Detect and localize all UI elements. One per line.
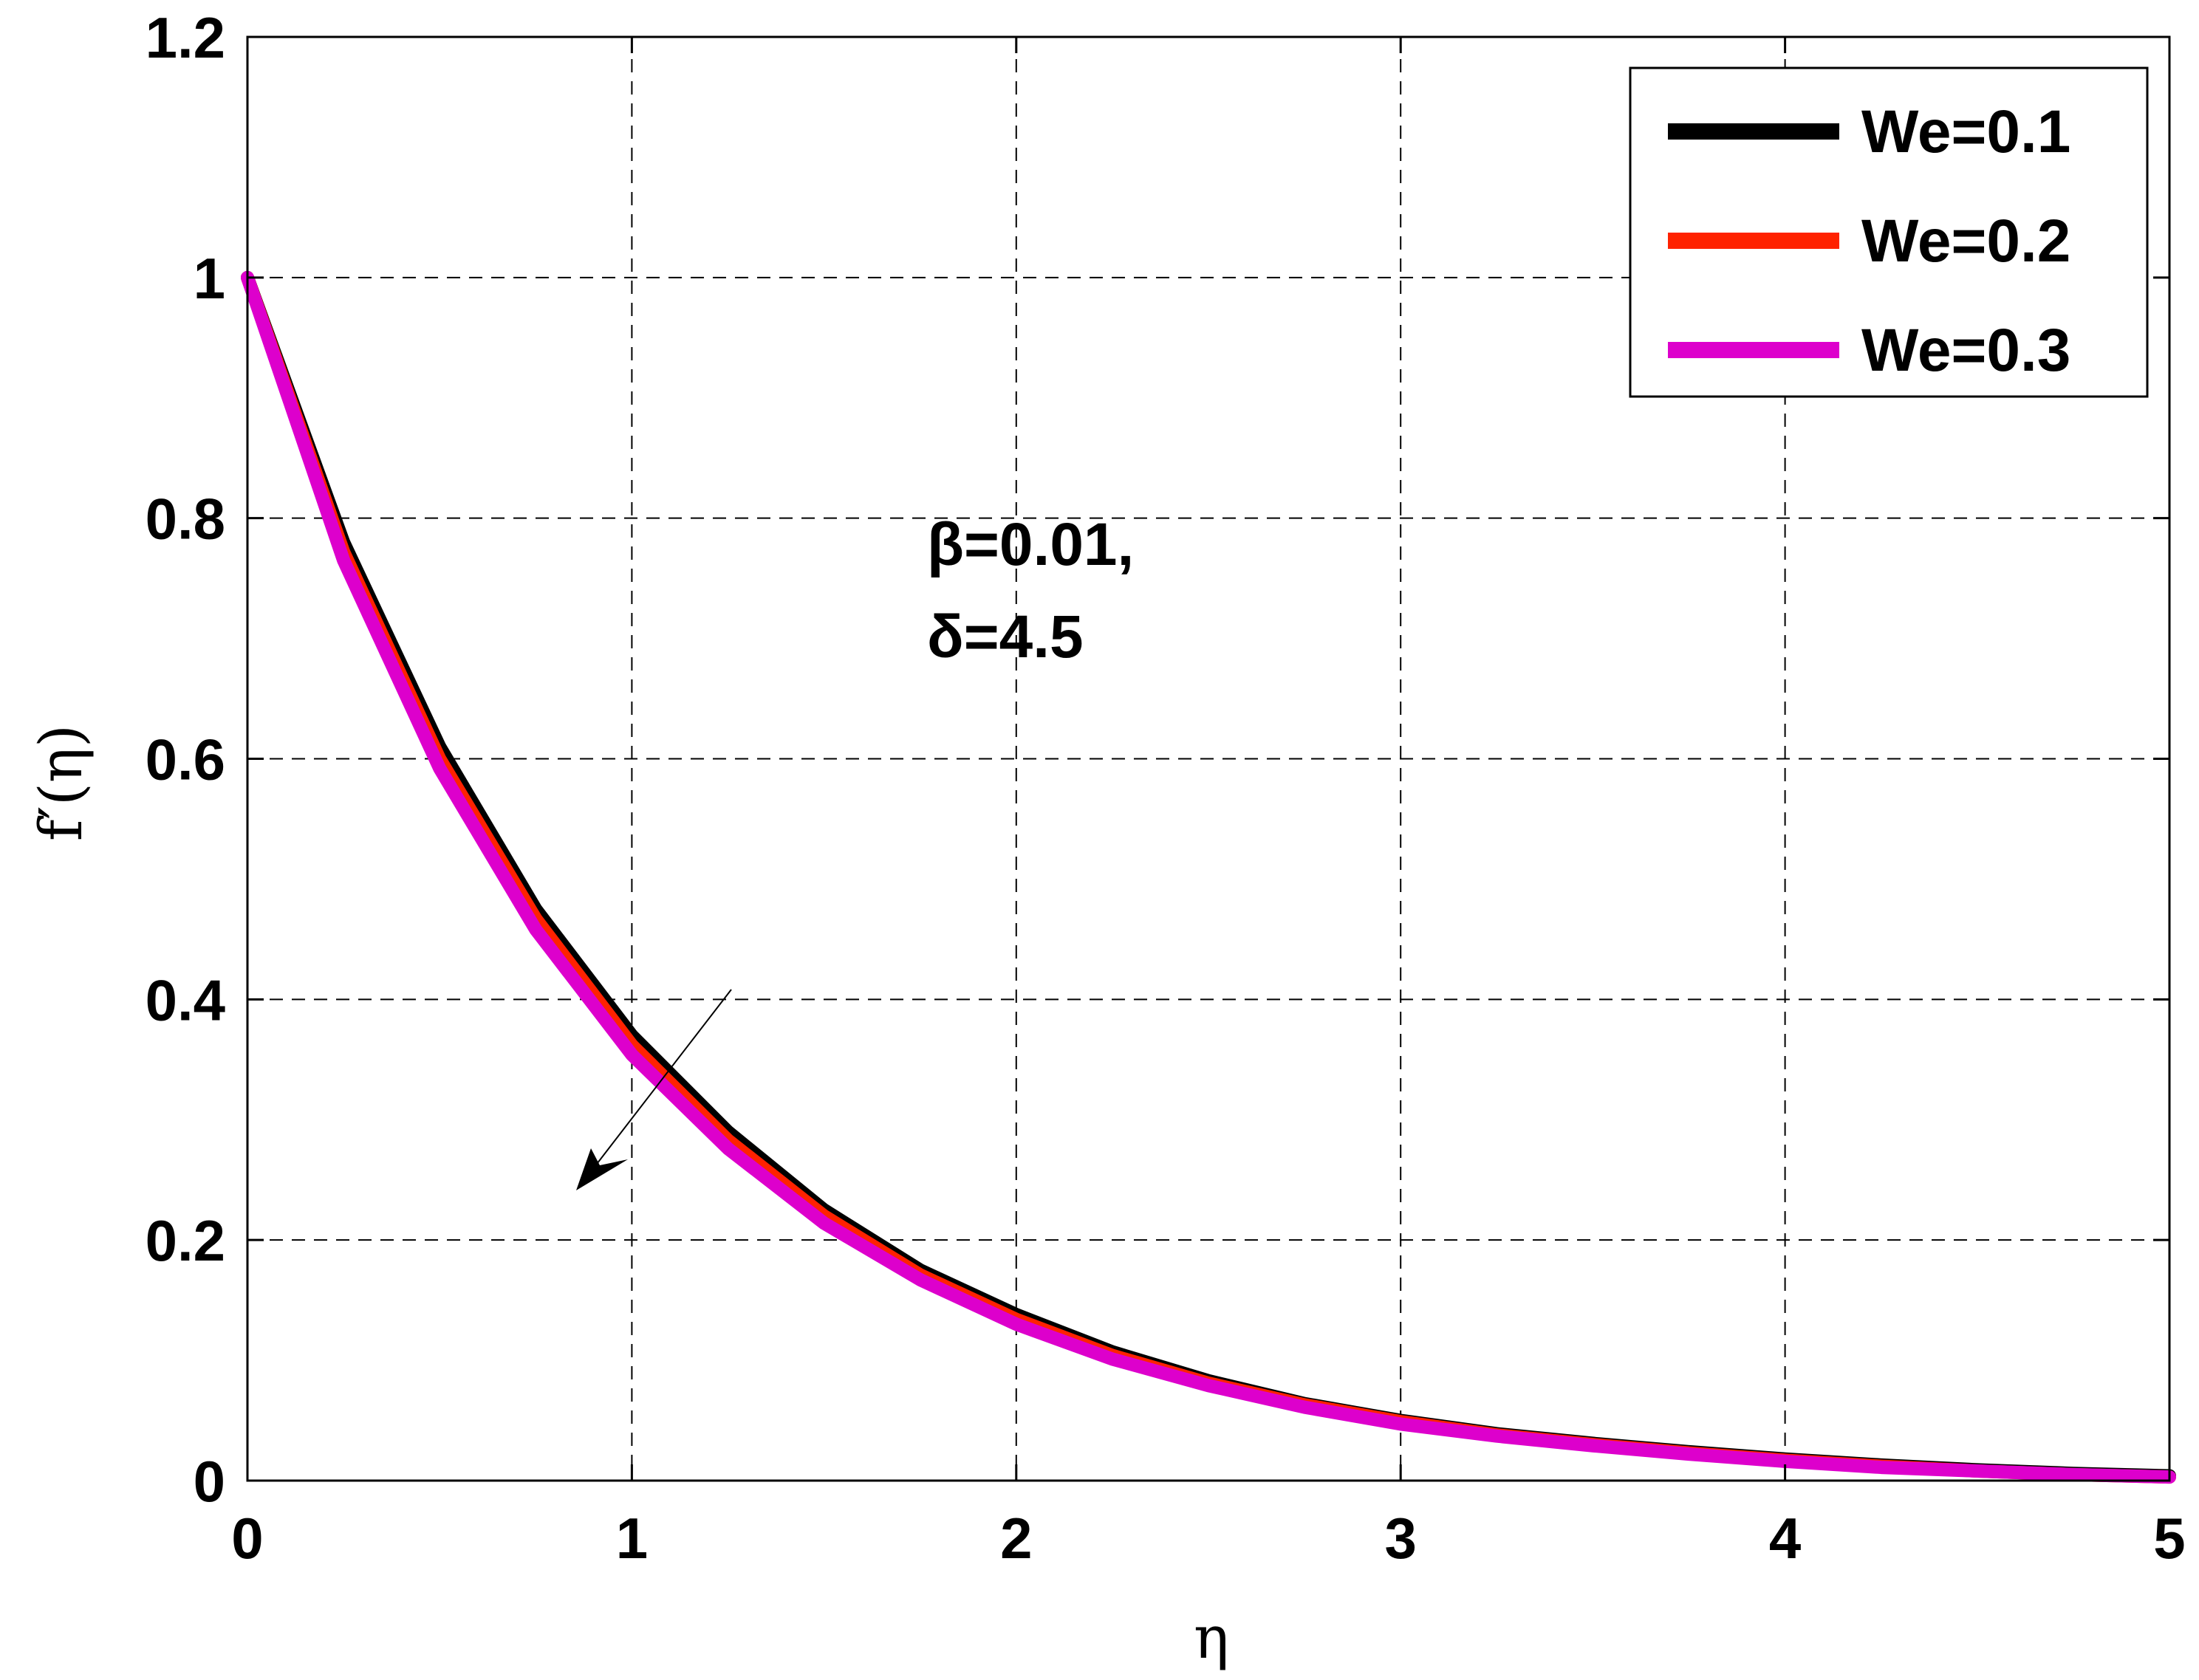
x-axis-label: η [1194, 1603, 1229, 1672]
y-tick-label: 0.2 [146, 1208, 225, 1273]
y-tick-label: 1.2 [146, 5, 225, 70]
series-line-3 [241, 270, 2176, 1484]
x-tick-label: 5 [2153, 1506, 2185, 1571]
legend: We=0.1 We=0.2 We=0.3 [1629, 66, 2149, 398]
x-tick-label: 1 [616, 1506, 648, 1571]
trend-arrow-shaft [594, 989, 732, 1168]
grid [247, 37, 2169, 1481]
trend-arrow [576, 989, 732, 1190]
x-tick-label: 4 [1769, 1506, 1801, 1571]
y-tick-label: 1 [194, 246, 225, 311]
legend-label: We=0.2 [1861, 208, 2070, 275]
trend-arrow-head [576, 1148, 628, 1190]
annotation-delta: δ=4.5 [927, 603, 1084, 671]
x-tick-label: 0 [231, 1506, 263, 1571]
y-tick-label: 0.4 [146, 967, 225, 1032]
annotation: β=0.01, δ=4.5 [927, 511, 1134, 671]
y-tick-label: 0.6 [146, 727, 225, 792]
legend-label: We=0.3 [1861, 317, 2070, 384]
tick-labels: 0 1 2 3 4 5 0 0.2 0.4 0.6 0.8 1 1.2 [146, 5, 2186, 1571]
legend-label: We=0.1 [1861, 98, 2070, 165]
y-tick-label: 0.8 [146, 487, 225, 552]
x-tick-label: 2 [1000, 1506, 1032, 1571]
y-tick-label: 0 [194, 1449, 225, 1514]
legend-box [1629, 66, 2149, 398]
annotation-beta: β=0.01, [927, 511, 1134, 578]
series-layer [241, 270, 2176, 1484]
y-axis-label: f′(η) [27, 724, 95, 841]
x-tick-label: 3 [1385, 1506, 1417, 1571]
